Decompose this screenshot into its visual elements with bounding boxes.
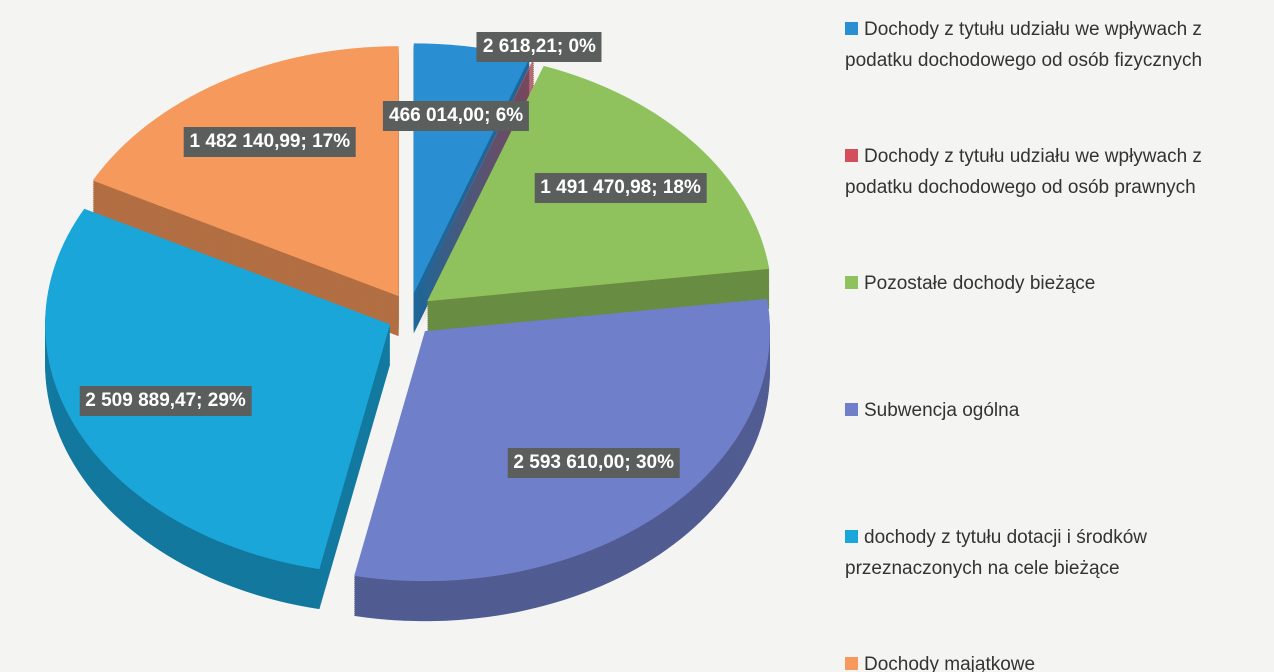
slice: [354, 298, 770, 582]
legend-item: Pozostałe dochody bieżące: [845, 268, 1270, 299]
slice-shade: [417, 84, 534, 321]
legend-label: Dochody majątkowe: [864, 654, 1036, 672]
legend-item: Dochody z tytułu udziału we wpływach z p…: [845, 141, 1270, 203]
legend-swatch: [845, 22, 858, 35]
slice-shade: [417, 74, 534, 311]
data-label: 2 593 610,00; 30%: [507, 448, 680, 479]
slice-side: [417, 76, 534, 313]
data-label: 466 014,00; 6%: [383, 100, 530, 131]
legend-item: dochody z tytułu dotacji i środków przez…: [845, 522, 1270, 584]
legend-swatch: [845, 276, 858, 289]
legend-label: Dochody z tytułu udziału we wpływach z p…: [845, 146, 1202, 198]
legend-item: Dochody z tytułu udziału we wpływach z p…: [845, 14, 1270, 76]
slice-shade: [417, 78, 534, 315]
slice-side: [417, 80, 534, 317]
slice-shade: [417, 82, 534, 319]
legend-item: Dochody majątkowe: [845, 649, 1270, 672]
legend-swatch: [845, 657, 858, 670]
legend-label: dochody z tytułu dotacji i środków przez…: [845, 527, 1148, 579]
legend-swatch: [845, 403, 858, 416]
slice-shade: [417, 72, 534, 309]
slice-side: [417, 84, 534, 321]
slice-shade: [417, 80, 534, 317]
legend-swatch: [845, 530, 858, 543]
legend-label: Dochody z tytułu udziału we wpływach z p…: [845, 19, 1203, 71]
data-label: 2 618,21; 0%: [476, 32, 602, 63]
slice-shade: [417, 76, 534, 313]
data-label: 1 491 470,98; 18%: [534, 173, 707, 204]
slice-side: [417, 82, 534, 319]
legend-label: Pozostałe dochody bieżące: [864, 273, 1096, 294]
data-label: 1 482 140,99; 17%: [183, 127, 357, 158]
slice-side: [417, 72, 534, 309]
slice-side: [417, 74, 534, 311]
slice-side: [417, 78, 534, 315]
data-label: 2 509 889,47; 29%: [79, 386, 252, 417]
slice: [92, 46, 399, 297]
legend-label: Subwencja ogólna: [864, 400, 1020, 421]
legend-swatch: [845, 149, 858, 162]
legend-item: Subwencja ogólna: [845, 395, 1270, 426]
